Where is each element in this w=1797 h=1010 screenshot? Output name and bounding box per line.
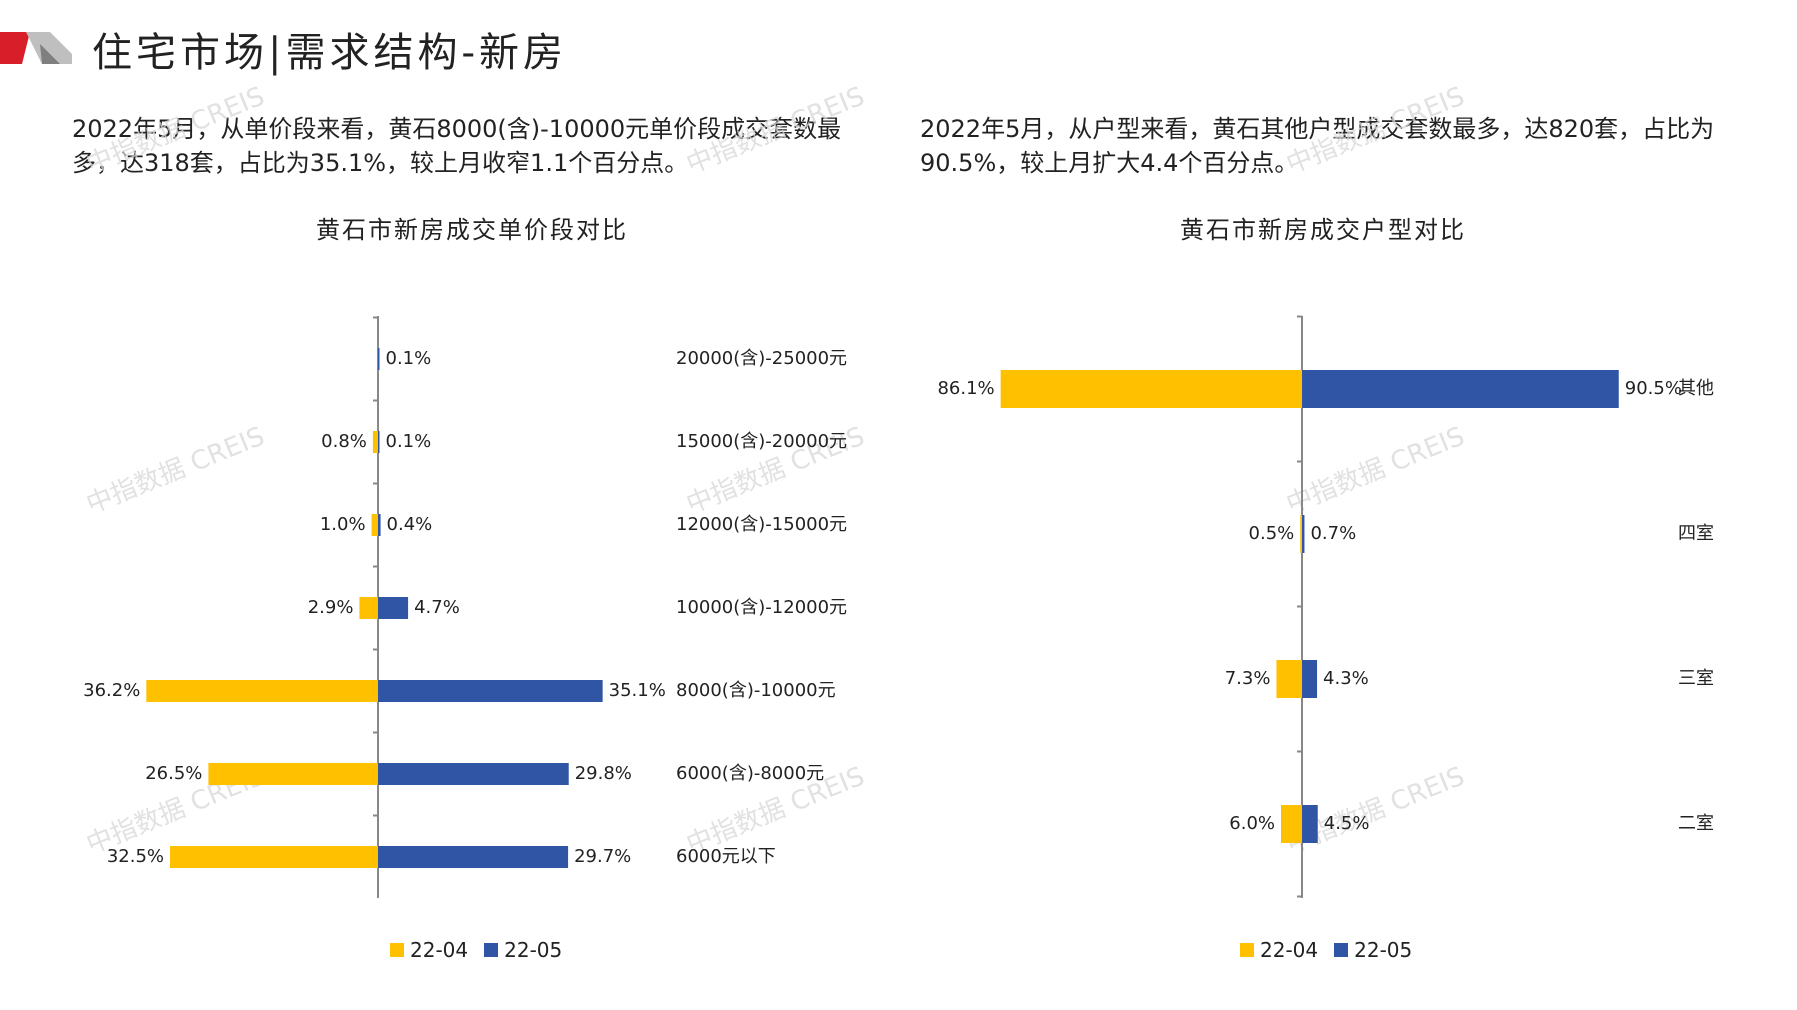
bar-22-04 xyxy=(146,680,378,702)
description-left: 2022年5月，从单价段来看，黄石8000(含)-10000元单价段成交套数最多… xyxy=(72,115,842,177)
page-title: 住宅市场|需求结构-新房 xyxy=(92,30,567,76)
category-label: 8000(含)-10000元 xyxy=(676,680,836,701)
legend-label: 22-04 xyxy=(410,938,469,962)
data-label-22-04: 36.2% xyxy=(83,680,140,701)
category-label: 10000(含)-12000元 xyxy=(676,597,847,618)
category-label: 三室 xyxy=(1678,668,1714,689)
bar-22-05 xyxy=(378,846,569,868)
bar-22-05 xyxy=(378,348,380,370)
bar-22-04 xyxy=(170,846,378,868)
data-label-22-05: 4.7% xyxy=(414,597,460,618)
legend-item-2205: 22-05 xyxy=(484,938,562,962)
category-label: 12000(含)-15000元 xyxy=(676,514,847,535)
bar-22-05 xyxy=(378,763,569,785)
bar-22-05 xyxy=(1302,515,1305,553)
legend-price: 22-04 22-05 xyxy=(390,938,562,962)
legend-item-2204: 22-04 xyxy=(390,938,468,962)
bar-22-04 xyxy=(1281,805,1302,843)
category-label: 其他 xyxy=(1678,378,1714,399)
legend-label: 22-05 xyxy=(1354,938,1413,962)
data-label-22-04: 32.5% xyxy=(107,846,164,867)
bar-22-05 xyxy=(378,680,603,702)
data-label-22-04: 26.5% xyxy=(145,763,202,784)
bar-22-04 xyxy=(372,431,378,453)
data-label-22-05: 29.7% xyxy=(574,846,631,867)
bar-22-05 xyxy=(1302,370,1619,408)
category-label: 15000(含)-20000元 xyxy=(676,431,847,452)
data-label-22-04: 0.8% xyxy=(321,431,367,452)
legend-item-2204: 22-04 xyxy=(1240,938,1318,962)
category-label: 6000(含)-8000元 xyxy=(676,763,824,784)
bar-22-04 xyxy=(208,763,378,785)
bar-22-05 xyxy=(1302,805,1318,843)
data-label-22-05: 0.7% xyxy=(1310,523,1356,544)
legend-item-2205: 22-05 xyxy=(1334,938,1412,962)
legend-label: 22-04 xyxy=(1260,938,1319,962)
bar-22-05 xyxy=(378,514,381,536)
bar-22-04 xyxy=(371,514,378,536)
data-label-22-05: 90.5% xyxy=(1625,378,1682,399)
category-label: 四室 xyxy=(1678,523,1714,544)
bar-22-04 xyxy=(359,597,378,619)
description-right: 2022年5月，从户型来看，黄石其他户型成交套数最多，达820套，占比为90.5… xyxy=(920,115,1715,177)
data-label-22-04: 2.9% xyxy=(308,597,354,618)
bar-22-05 xyxy=(1302,660,1318,698)
data-label-22-04: 1.0% xyxy=(320,514,366,535)
data-label-22-05: 4.3% xyxy=(1323,668,1369,689)
chart-title-room: 黄石市新房成交户型对比 xyxy=(1180,216,1466,244)
category-label: 20000(含)-25000元 xyxy=(676,348,847,369)
chart-title-price: 黄石市新房成交单价段对比 xyxy=(316,216,628,244)
bar-22-04 xyxy=(1000,370,1302,408)
bar-22-05 xyxy=(378,431,380,453)
data-label-22-05: 0.1% xyxy=(386,431,432,452)
bar-22-04 xyxy=(1300,515,1302,553)
data-label-22-05: 29.8% xyxy=(575,763,632,784)
data-label-22-04: 7.3% xyxy=(1225,668,1271,689)
data-label-22-05: 0.4% xyxy=(387,514,433,535)
category-label: 二室 xyxy=(1678,813,1714,834)
legend-room: 22-04 22-05 xyxy=(1240,938,1412,962)
data-label-22-05: 4.5% xyxy=(1324,813,1370,834)
bar-22-04 xyxy=(1276,660,1302,698)
category-label: 6000元以下 xyxy=(676,846,776,867)
data-label-22-05: 35.1% xyxy=(609,680,666,701)
bar-22-05 xyxy=(378,597,409,619)
data-label-22-04: 6.0% xyxy=(1229,813,1275,834)
data-label-22-04: 86.1% xyxy=(937,378,994,399)
legend-label: 22-05 xyxy=(504,938,563,962)
data-label-22-04: 0.5% xyxy=(1249,523,1295,544)
data-label-22-05: 0.1% xyxy=(386,348,432,369)
brand-logo xyxy=(0,32,72,64)
